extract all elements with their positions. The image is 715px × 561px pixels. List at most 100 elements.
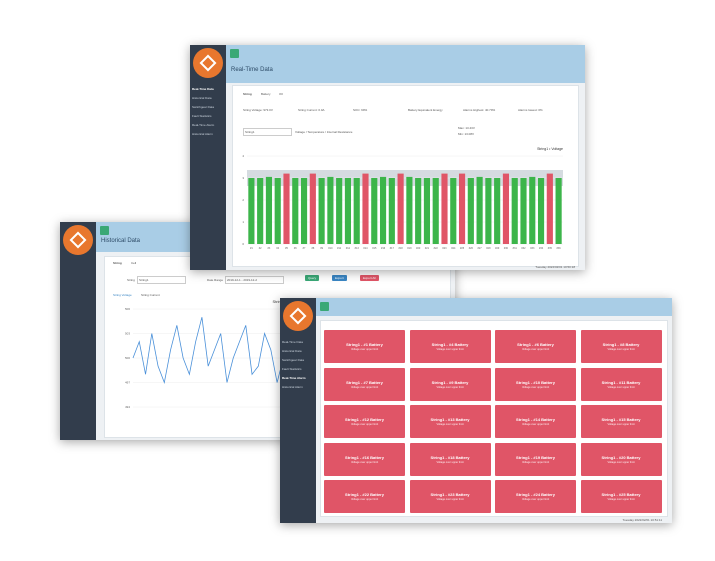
menu-toggle[interactable] <box>100 226 109 235</box>
bar <box>458 173 466 244</box>
menu-toggle[interactable] <box>320 302 329 311</box>
card-text: Voltage over upper limit <box>521 423 550 426</box>
header <box>316 298 672 316</box>
y-tick-label: 4 <box>242 154 244 158</box>
card-text: Voltage over upper limit <box>607 498 635 501</box>
alarm-card[interactable]: String1 - #25 Battery Voltage over upper … <box>580 480 662 513</box>
menu-item[interactable]: Switchgear Data <box>192 105 215 109</box>
string-select[interactable]: String1 <box>243 128 292 136</box>
alarm-card[interactable]: String1 - #12 Battery Voltage over upper … <box>324 405 405 438</box>
bar <box>406 176 413 244</box>
alarm-card[interactable]: String1 - #23 Battery Voltage over upper … <box>409 480 491 513</box>
button[interactable]: Query <box>305 275 320 281</box>
card-title: String1 - #24 Battery <box>516 492 555 497</box>
alarm-card[interactable]: String1 - #11 Battery Voltage over upper … <box>580 367 662 401</box>
alarm-card[interactable]: String1 - #1 Battery Voltage over upper l… <box>324 330 405 363</box>
alarm-card[interactable]: String1 - #14 Battery Voltage over upper … <box>495 405 576 438</box>
bar <box>371 178 378 244</box>
menu-item[interactable]: Real-Time Data <box>282 340 303 344</box>
menu-item[interactable]: Fault Statistics <box>192 114 212 118</box>
bar <box>423 178 431 244</box>
card-title: String1 - #7 Battery <box>346 379 383 385</box>
card-title: String1 - #23 Battery <box>430 492 470 497</box>
date-input[interactable]: 2019-12-1 - 2019-12-2 <box>225 276 284 284</box>
menu-item[interactable]: Historical Alarm <box>192 132 213 136</box>
x-tick-label: #10 <box>328 247 333 250</box>
field-select[interactable]: String1 <box>137 276 186 284</box>
bar <box>537 178 545 244</box>
alarm-card[interactable]: String1 - #13 Battery Voltage over upper … <box>409 405 491 438</box>
alarm-card[interactable]: String1 - #18 Battery Voltage over upper … <box>409 442 491 476</box>
alarm-card[interactable]: String1 - #24 Battery Voltage over upper … <box>495 480 576 513</box>
x-tick-label: #14 <box>363 247 368 250</box>
card-text: Voltage over upper limit <box>350 348 379 351</box>
alarm-card[interactable]: String1 - #15 Battery Voltage over upper … <box>580 405 662 438</box>
legend-item[interactable]: String Voltage <box>113 293 132 297</box>
alarm-panel: String1 - #1 Battery Voltage over upper l… <box>320 320 668 517</box>
footer: Tuesday 2022/02/01 10:50:18 <box>535 265 575 269</box>
filter[interactable]: Voltage / Temperature / Internal Resista… <box>295 130 353 134</box>
alarm-card[interactable]: String1 - #6 Battery Voltage over upper l… <box>495 330 576 363</box>
bar <box>415 178 422 244</box>
bar <box>257 178 264 244</box>
tab[interactable]: Battery <box>261 92 271 96</box>
x-tick-label: #24 <box>451 247 456 250</box>
bar <box>300 178 308 244</box>
x-tick-label: #6 <box>294 247 297 250</box>
menu-item[interactable]: Historical Alarm <box>282 385 303 389</box>
bar <box>511 178 518 244</box>
legend-item[interactable]: String Current <box>141 293 160 297</box>
tab[interactable]: String <box>113 261 122 265</box>
tab[interactable]: I/O <box>279 92 284 96</box>
tab[interactable]: Cell <box>131 261 137 265</box>
bar <box>318 178 325 244</box>
y-tick-label: 494 <box>125 405 130 409</box>
alarm-card[interactable]: String1 - #22 Battery Voltage over upper … <box>324 480 405 513</box>
card-title: String1 - #12 Battery <box>345 417 384 422</box>
alarm-card[interactable]: String1 - #16 Battery Voltage over upper … <box>324 442 405 476</box>
sidebar: Real-Time Data Historical Data Switchgear … <box>280 298 316 523</box>
menu-item[interactable]: Switchgear Data <box>282 358 305 362</box>
x-tick-label: #12 <box>346 247 351 250</box>
bar <box>309 173 316 244</box>
alarm-card[interactable]: String1 - #7 Battery Voltage over upper l… <box>324 367 405 401</box>
bar <box>494 178 501 244</box>
button[interactable]: Export All <box>360 275 379 281</box>
header: Real-Time Data <box>226 45 585 83</box>
card-title: String1 - #19 Battery <box>516 454 555 460</box>
x-tick-label: #5 <box>285 247 288 250</box>
card-text: Voltage over upper limit <box>521 460 550 464</box>
menu-item[interactable]: Historical Data <box>192 96 212 100</box>
alarm-card[interactable]: String1 - #19 Battery Voltage over upper … <box>495 442 576 476</box>
menu-item[interactable]: Real-Time Alarm <box>282 376 306 380</box>
menu-item[interactable]: Real-Time Alarm <box>192 123 215 127</box>
card-text: Voltage over upper limit <box>350 385 379 389</box>
card-text: Voltage over upper limit <box>436 423 464 426</box>
bar <box>555 178 562 244</box>
bar <box>336 178 343 244</box>
bar <box>397 173 404 244</box>
card-title: String1 - #13 Battery <box>430 417 470 422</box>
menu-toggle[interactable] <box>230 49 239 58</box>
card-text: Voltage over upper limit <box>436 460 464 464</box>
alarm-card[interactable]: String1 - #8 Battery Voltage over upper l… <box>580 330 662 363</box>
x-tick-label: #31 <box>513 247 518 250</box>
menu-item[interactable]: Historical Data <box>282 349 302 353</box>
stat: String Current: 0.0A <box>298 108 325 112</box>
menu-item[interactable]: Real-Time Data <box>192 87 214 91</box>
bar <box>265 176 273 244</box>
page-title: Historical Data <box>101 238 141 244</box>
logo <box>193 48 223 78</box>
menu-item[interactable]: Fault Statistics <box>282 367 302 371</box>
alarm-card[interactable]: String1 - #9 Battery Voltage over upper l… <box>409 367 491 401</box>
alarm-card[interactable]: String1 - #4 Battery Voltage over upper l… <box>409 330 491 363</box>
x-tick-label: #25 <box>460 247 465 250</box>
bar <box>502 173 510 244</box>
alarm-card[interactable]: String1 - #10 Battery Voltage over upper … <box>495 367 576 401</box>
card-title: String1 - #6 Battery <box>517 342 554 347</box>
alarm-card[interactable]: String1 - #20 Battery Voltage over upper … <box>580 442 662 476</box>
tab[interactable]: String <box>243 92 252 96</box>
button[interactable]: Export <box>332 275 347 281</box>
y-tick-label: 1 <box>242 220 244 224</box>
bar <box>476 176 483 244</box>
